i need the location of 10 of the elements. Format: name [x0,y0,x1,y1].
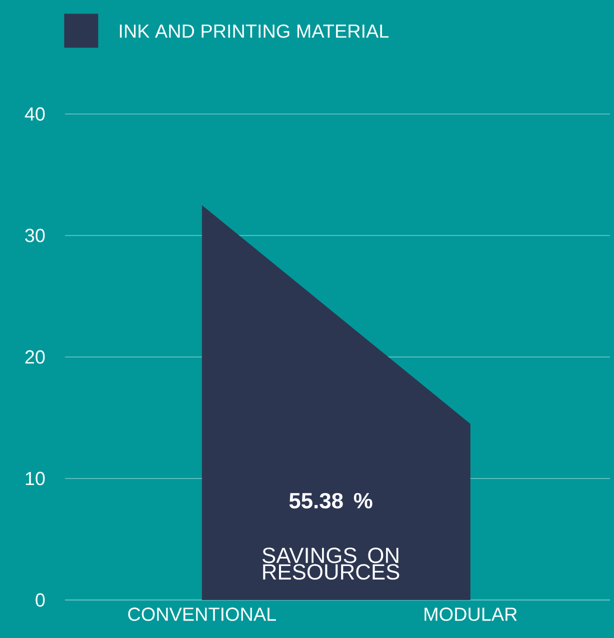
y-tick-label: 20 [25,350,45,364]
annotation: 55.38 % [289,492,372,509]
x-tick-label: CONVENTIONAL [128,608,276,621]
x-tick-label: MODULAR [424,608,517,621]
y-tick-label: 30 [25,228,45,242]
y-tick-label: 0 [36,593,45,607]
annotation: SAVINGS ON RESOURCES [262,548,400,580]
y-tick-label: 10 [26,472,45,486]
y-tick-label: 40 [24,107,45,121]
legend-label: INK AND PRINTING MATERIAL [120,24,389,38]
